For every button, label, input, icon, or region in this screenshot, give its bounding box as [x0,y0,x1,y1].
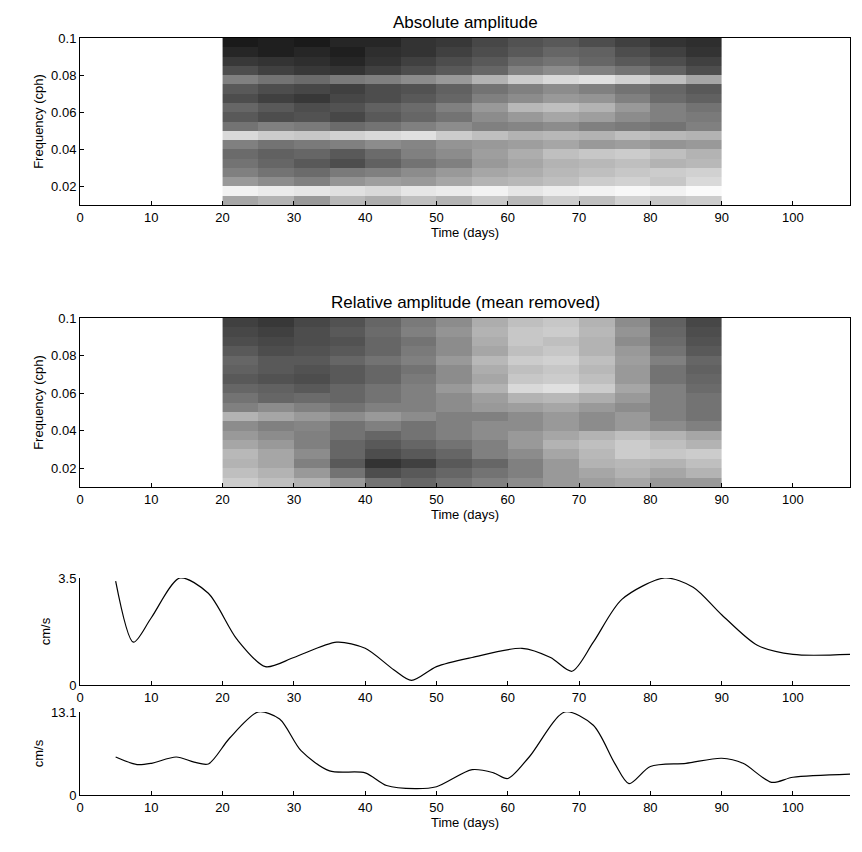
svg-text:0.06: 0.06 [51,105,76,120]
svg-text:0: 0 [76,210,83,225]
svg-text:Time (days): Time (days) [431,225,499,240]
svg-text:10: 10 [144,690,158,705]
svg-text:30: 30 [287,690,301,705]
svg-text:60: 60 [501,492,515,507]
svg-text:80: 80 [643,800,657,815]
svg-text:20: 20 [215,800,229,815]
svg-text:0.06: 0.06 [51,386,76,401]
svg-text:20: 20 [215,690,229,705]
svg-text:20: 20 [215,210,229,225]
svg-text:0.08: 0.08 [51,348,76,363]
svg-text:70: 70 [572,800,586,815]
svg-text:50: 50 [429,492,443,507]
svg-text:0: 0 [69,678,76,693]
svg-text:0.04: 0.04 [51,423,76,438]
svg-text:100: 100 [782,492,804,507]
svg-text:70: 70 [572,690,586,705]
svg-text:30: 30 [287,210,301,225]
svg-text:40: 40 [358,210,372,225]
svg-text:0.02: 0.02 [51,461,76,476]
svg-text:3.5: 3.5 [58,571,76,586]
svg-text:Time (days): Time (days) [431,815,499,830]
svg-text:60: 60 [501,800,515,815]
svg-text:90: 90 [714,210,728,225]
svg-text:0: 0 [76,690,83,705]
svg-text:100: 100 [782,210,804,225]
svg-text:100: 100 [782,690,804,705]
svg-text:cm/s: cm/s [38,617,53,645]
svg-text:Frequency (cph): Frequency (cph) [31,355,46,450]
svg-text:0: 0 [69,788,76,803]
svg-text:50: 50 [429,690,443,705]
svg-text:10: 10 [144,492,158,507]
svg-text:40: 40 [358,800,372,815]
svg-text:50: 50 [429,210,443,225]
svg-text:90: 90 [714,800,728,815]
svg-text:Relative amplitude (mean remov: Relative amplitude (mean removed) [331,293,600,312]
svg-text:30: 30 [287,800,301,815]
svg-text:0.08: 0.08 [51,68,76,83]
svg-text:0: 0 [76,800,83,815]
svg-text:90: 90 [714,492,728,507]
svg-text:0.02: 0.02 [51,179,76,194]
svg-text:50: 50 [429,800,443,815]
svg-text:60: 60 [501,690,515,705]
svg-text:20: 20 [215,492,229,507]
svg-text:cm/s: cm/s [31,739,46,767]
svg-text:30: 30 [287,492,301,507]
svg-text:40: 40 [358,690,372,705]
svg-text:70: 70 [572,210,586,225]
svg-text:70: 70 [572,492,586,507]
svg-text:100: 100 [782,800,804,815]
svg-text:80: 80 [643,690,657,705]
svg-text:10: 10 [144,800,158,815]
svg-text:90: 90 [714,690,728,705]
svg-text:10: 10 [144,210,158,225]
svg-text:40: 40 [358,492,372,507]
svg-text:Frequency (cph): Frequency (cph) [31,74,46,169]
svg-text:80: 80 [643,492,657,507]
svg-text:60: 60 [501,210,515,225]
svg-text:0.1: 0.1 [58,31,76,46]
svg-text:0: 0 [76,492,83,507]
svg-text:0.04: 0.04 [51,142,76,157]
svg-text:0.1: 0.1 [58,311,76,326]
svg-text:Time (days): Time (days) [431,507,499,522]
svg-text:80: 80 [643,210,657,225]
svg-text:13.1: 13.1 [51,705,76,720]
svg-text:Absolute amplitude: Absolute amplitude [393,13,538,32]
